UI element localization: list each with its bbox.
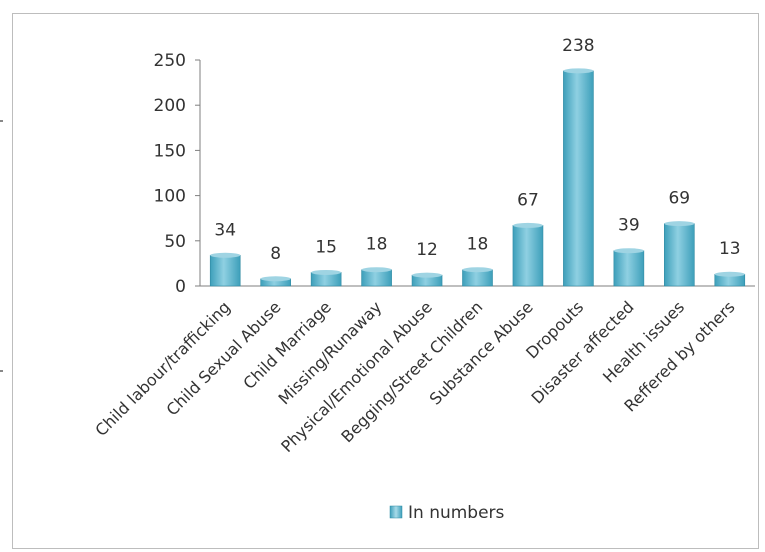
bar — [512, 225, 544, 287]
data-label: 69 — [668, 189, 690, 209]
bar — [613, 250, 645, 287]
data-label: 238 — [562, 36, 594, 56]
bar-cap — [563, 68, 594, 74]
data-labels: 34 8 15 18 12 18 67 238 39 69 13 — [214, 36, 740, 264]
data-label: 18 — [366, 235, 388, 255]
bar-cap — [260, 276, 291, 282]
edge-mark — [0, 120, 3, 122]
data-label: 8 — [270, 244, 281, 264]
legend: In numbers — [389, 503, 505, 523]
bar — [209, 254, 241, 287]
y-tick-label: 0 — [175, 277, 186, 297]
bar-cap — [412, 272, 443, 278]
bar-cap — [714, 271, 745, 277]
y-tick-label: 200 — [154, 96, 186, 116]
bar-cap — [210, 252, 241, 258]
legend-swatch — [389, 505, 403, 519]
bar — [563, 70, 594, 287]
bars — [209, 68, 746, 287]
data-label: 39 — [618, 216, 640, 236]
data-label: 34 — [214, 220, 236, 240]
bar-cap — [462, 267, 493, 273]
data-label: 13 — [719, 239, 741, 259]
data-label: 15 — [315, 237, 337, 257]
data-label: 67 — [517, 190, 539, 210]
bar-cap — [512, 222, 543, 228]
x-tick-label: Child Marriage — [239, 297, 335, 393]
data-label: 18 — [467, 235, 489, 255]
y-axis: 0 50 100 150 200 250 — [154, 51, 755, 297]
edge-mark — [0, 370, 3, 372]
bar-cap — [613, 248, 644, 254]
bar-cap — [311, 269, 342, 275]
bar-cap — [361, 267, 392, 273]
legend-label: In numbers — [408, 503, 505, 523]
y-tick-label: 250 — [154, 51, 186, 71]
bar-cap — [664, 221, 695, 227]
data-label: 12 — [416, 240, 438, 260]
bar — [664, 223, 695, 287]
y-tick-label: 100 — [154, 187, 186, 207]
y-tick-label: 50 — [164, 232, 186, 252]
y-tick-label: 150 — [154, 141, 186, 161]
